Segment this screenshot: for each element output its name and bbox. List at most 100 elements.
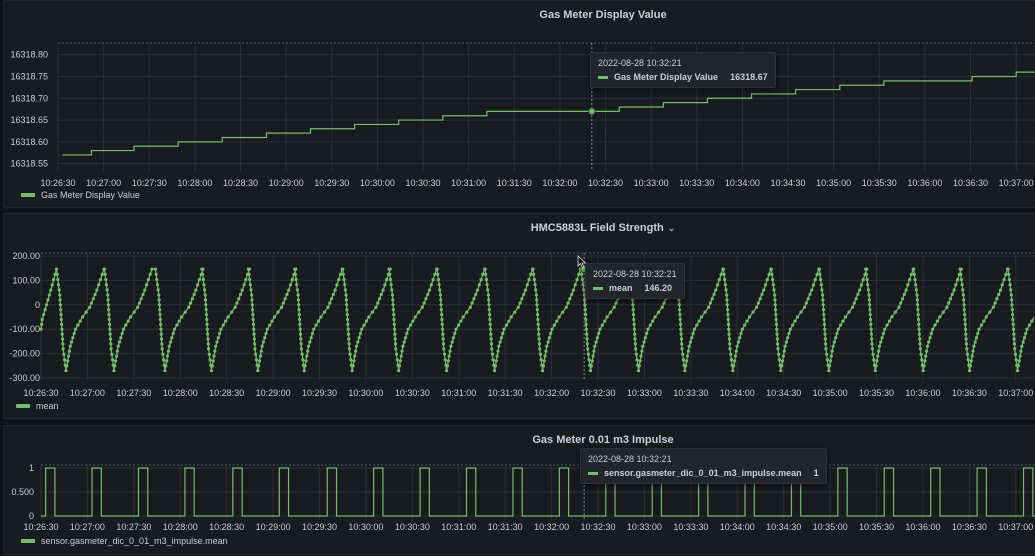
x-tick-label: 10:34:00 xyxy=(720,522,755,532)
legend-label: Gas Meter Display Value xyxy=(41,190,140,200)
x-tick-label: 10:34:30 xyxy=(766,522,801,532)
x-tick-label: 10:35:00 xyxy=(816,178,851,188)
x-tick-label: 10:30:30 xyxy=(405,178,440,188)
tooltip-series: sensor.gasmeter_dic_0_01_m3_impulse.mean xyxy=(604,468,802,478)
gas-meter-display-panel[interactable]: Gas Meter Display Value 16318.55 16318.60… xyxy=(3,0,1035,208)
impulse-panel[interactable]: Gas Meter 0.01 m3 Impulse 1 0.500 0 10:26:3… xyxy=(3,425,1035,555)
x-tick-label: 10:29:30 xyxy=(302,388,337,398)
x-tick-label: 10:28:30 xyxy=(223,178,258,188)
y-tick-label: -300.00 xyxy=(9,373,40,383)
tooltip-time: 2022-08-28 10:32:21 xyxy=(598,58,682,68)
y-tick-label: 16318.70 xyxy=(10,93,48,103)
x-tick-label: 10:28:00 xyxy=(163,522,198,532)
x-tick-label: 10:27:30 xyxy=(116,522,151,532)
x-tick-label: 10:29:00 xyxy=(269,178,304,188)
x-tick-label: 10:28:00 xyxy=(177,178,212,188)
x-tick-label: 10:30:00 xyxy=(360,178,395,188)
x-tick-label: 10:31:30 xyxy=(488,388,523,398)
y-tick-label: 0.500 xyxy=(11,487,34,497)
legend-color-swatch xyxy=(21,539,35,543)
x-tick-label: 10:32:30 xyxy=(588,178,623,188)
mouse-cursor-icon xyxy=(577,255,587,269)
x-tick-label: 10:31:30 xyxy=(488,522,523,532)
y-tick-label: 16318.80 xyxy=(10,50,48,60)
x-tick-label: 10:29:30 xyxy=(302,522,337,532)
legend-item[interactable]: Gas Meter Display Value xyxy=(21,190,140,200)
y-tick-label: 0 xyxy=(35,300,40,310)
y-tick-label: -200.00 xyxy=(9,349,40,359)
legend-label: sensor.gasmeter_dic_0_01_m3_impulse.mean xyxy=(41,536,228,546)
field-strength-panel[interactable]: HMC5883L Field Strength ⌄ 200.00 100.00 0 -1… xyxy=(3,213,1035,419)
hover-tooltip: 2022-08-28 10:32:21 Gas Meter Display Va… xyxy=(590,52,776,88)
legend-item[interactable]: mean xyxy=(16,401,59,411)
chevron-down-icon[interactable]: ⌄ xyxy=(667,223,676,233)
panel-title[interactable]: HMC5883L Field Strength ⌄ xyxy=(4,222,1035,234)
tooltip-series: mean xyxy=(609,283,633,293)
y-tick-label: 16318.65 xyxy=(10,115,48,125)
x-tick-label: 10:31:30 xyxy=(497,178,532,188)
panel-title[interactable]: Gas Meter 0.01 m3 Impulse xyxy=(532,434,674,446)
series-line xyxy=(62,71,1035,156)
x-tick-label: 10:36:30 xyxy=(952,522,987,532)
x-tick-label: 10:36:00 xyxy=(905,522,940,532)
x-tick-label: 10:35:30 xyxy=(862,178,897,188)
x-tick-label: 10:31:00 xyxy=(451,178,486,188)
x-tick-label: 10:37:00 xyxy=(998,522,1033,532)
x-tick-label: 10:33:30 xyxy=(679,178,714,188)
hover-point xyxy=(588,107,596,116)
x-tick-label: 10:33:00 xyxy=(627,522,662,532)
x-tick-label: 10:32:00 xyxy=(542,178,577,188)
y-tick-label: 0 xyxy=(29,511,34,521)
data-point xyxy=(39,327,43,331)
hover-tooltip: 2022-08-28 10:32:21 mean 146.20 xyxy=(585,263,685,299)
x-tick-label: 10:29:30 xyxy=(314,178,349,188)
gas-meter-display-chart[interactable]: 16318.55 16318.60 16318.65 16318.70 16318.75… xyxy=(4,1,1035,209)
x-tick-label: 10:33:30 xyxy=(673,388,708,398)
x-tick-label: 10:32:00 xyxy=(534,522,569,532)
x-tick-label: 10:34:30 xyxy=(771,178,806,188)
tooltip-swatch xyxy=(593,286,603,290)
x-tick-label: 10:26:30 xyxy=(23,388,58,398)
x-tick-label: 10:36:00 xyxy=(907,178,942,188)
x-tick-label: 10:33:00 xyxy=(634,178,669,188)
x-tick-label: 10:29:00 xyxy=(256,522,291,532)
tooltip-time: 2022-08-28 10:32:21 xyxy=(588,454,672,464)
panel-title[interactable]: Gas Meter Display Value xyxy=(539,9,667,21)
x-tick-label: 10:27:30 xyxy=(132,178,167,188)
tooltip-swatch xyxy=(598,75,608,79)
x-tick-label: 10:34:00 xyxy=(725,178,760,188)
x-tick-label: 10:27:00 xyxy=(70,522,105,532)
x-tick-label: 10:27:00 xyxy=(86,178,121,188)
series-line xyxy=(40,268,1035,371)
x-tick-label: 10:32:00 xyxy=(534,388,569,398)
x-tick-label: 10:30:30 xyxy=(395,388,430,398)
x-tick-label: 10:28:30 xyxy=(209,388,244,398)
x-tick-label: 10:28:30 xyxy=(209,522,244,532)
tooltip-swatch xyxy=(588,471,598,475)
impulse-chart[interactable]: 1 0.500 010:26:30 10:27:00 10:27:30 10:28:00 1… xyxy=(4,426,1035,556)
tooltip-series: Gas Meter Display Value xyxy=(614,72,719,82)
y-tick-label: 200.00 xyxy=(12,251,40,261)
y-tick-label: -100.00 xyxy=(9,324,40,334)
x-tick-label: 10:31:00 xyxy=(441,388,476,398)
tooltip-time: 2022-08-28 10:32:21 xyxy=(593,269,677,279)
y-tick-label: 16318.55 xyxy=(10,159,48,169)
x-tick-label: 10:35:00 xyxy=(813,388,848,398)
x-tick-label: 10:32:30 xyxy=(580,388,615,398)
x-tick-label: 10:33:00 xyxy=(627,388,662,398)
x-tick-label: 10:26:30 xyxy=(23,522,58,532)
field-strength-chart[interactable]: 200.00 100.00 0 -100.00 -200.00 -300.00 10:26:… xyxy=(4,214,1035,420)
x-tick-label: 10:35:30 xyxy=(859,522,894,532)
x-tick-label: 10:35:00 xyxy=(813,522,848,532)
x-tick-label: 10:34:00 xyxy=(720,388,755,398)
x-tick-label: 10:30:00 xyxy=(348,522,383,532)
legend-color-swatch xyxy=(16,404,30,408)
x-tick-label: 10:27:00 xyxy=(70,388,105,398)
tooltip-value: 1 xyxy=(813,468,819,478)
legend-item[interactable]: sensor.gasmeter_dic_0_01_m3_impulse.mean xyxy=(21,536,228,546)
panel-title-text: HMC5883L Field Strength xyxy=(530,222,664,234)
tooltip-value: 16318.67 xyxy=(730,72,768,82)
y-tick-label: 16318.60 xyxy=(10,137,48,147)
x-tick-label: 10:28:00 xyxy=(163,388,198,398)
x-tick-label: 10:36:30 xyxy=(952,388,987,398)
